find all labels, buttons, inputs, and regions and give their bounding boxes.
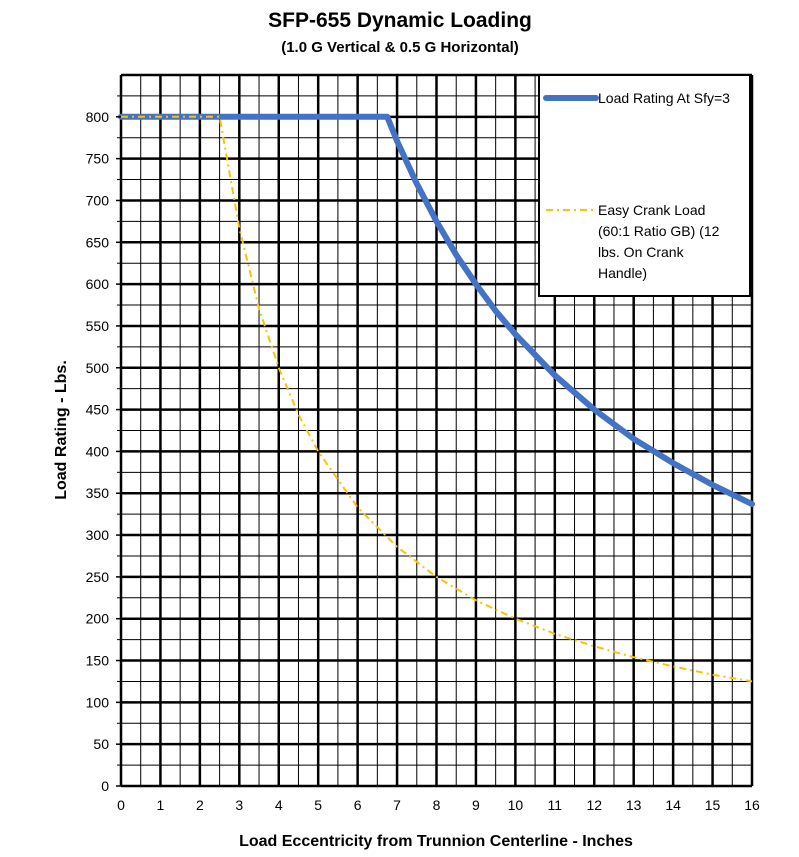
- y-tick-label: 450: [86, 402, 110, 418]
- y-tick-label: 300: [86, 527, 110, 543]
- x-tick-label: 13: [626, 797, 642, 813]
- chart-subtitle: (1.0 G Vertical & 0.5 G Horizontal): [281, 39, 519, 56]
- legend-label-line: Easy Crank Load: [598, 202, 705, 218]
- y-tick-label: 200: [86, 611, 110, 627]
- x-tick-label: 0: [117, 797, 125, 813]
- tick-layer: 0501001502002503003504004505005506006507…: [86, 95, 760, 813]
- legend-box: [538, 74, 751, 297]
- legend-label-easy-crank: Easy Crank Load (60:1 Ratio GB) (12 lbs. O…: [598, 202, 720, 281]
- x-tick-label: 7: [393, 797, 401, 813]
- y-tick-label: 750: [86, 151, 110, 167]
- legend-label-line: lbs. On Crank: [598, 244, 685, 260]
- x-tick-label: 6: [354, 797, 362, 813]
- x-tick-label: 9: [472, 797, 480, 813]
- x-axis-label: Load Eccentricity from Trunnion Centerli…: [239, 833, 633, 850]
- x-tick-label: 10: [508, 797, 524, 813]
- y-tick-label: 150: [86, 653, 110, 669]
- y-tick-label: 100: [86, 694, 110, 710]
- legend: Load Rating At Sfy=3 Easy Crank Load (60:…: [538, 74, 751, 297]
- x-tick-label: 8: [433, 797, 441, 813]
- x-tick-label: 12: [586, 797, 602, 813]
- series-line-easy-crank: [121, 115, 753, 683]
- y-tick-label: 50: [93, 736, 109, 752]
- series-line-load-rating: [118, 113, 755, 508]
- y-tick-label: 700: [86, 192, 110, 208]
- x-tick-label: 4: [275, 797, 283, 813]
- x-tick-label: 11: [548, 797, 563, 813]
- x-tick-label: 14: [665, 797, 681, 813]
- x-tick-label: 2: [196, 797, 204, 813]
- y-tick-label: 550: [86, 318, 110, 334]
- y-tick-label: 250: [86, 569, 110, 585]
- x-tick-label: 16: [744, 797, 760, 813]
- legend-label-line: Handle): [598, 265, 647, 281]
- y-tick-label: 600: [86, 276, 110, 292]
- legend-label-load-rating: Load Rating At Sfy=3: [598, 90, 730, 106]
- x-tick-label: 1: [157, 797, 165, 813]
- y-tick-label: 800: [86, 109, 110, 125]
- x-tick-label: 5: [314, 797, 322, 813]
- y-axis-label: Load Rating - Lbs.: [53, 360, 70, 500]
- y-tick-label: 400: [86, 443, 110, 459]
- y-tick-label: 350: [86, 485, 110, 501]
- y-tick-label: 650: [86, 234, 110, 250]
- series-layer: [118, 113, 755, 683]
- x-tick-label: 15: [705, 797, 721, 813]
- y-tick-label: 0: [101, 778, 109, 794]
- chart-title: SFP-655 Dynamic Loading: [268, 9, 532, 32]
- x-tick-label: 3: [235, 797, 243, 813]
- y-tick-label: 500: [86, 360, 110, 376]
- legend-label-line: (60:1 Ratio GB) (12: [598, 223, 720, 239]
